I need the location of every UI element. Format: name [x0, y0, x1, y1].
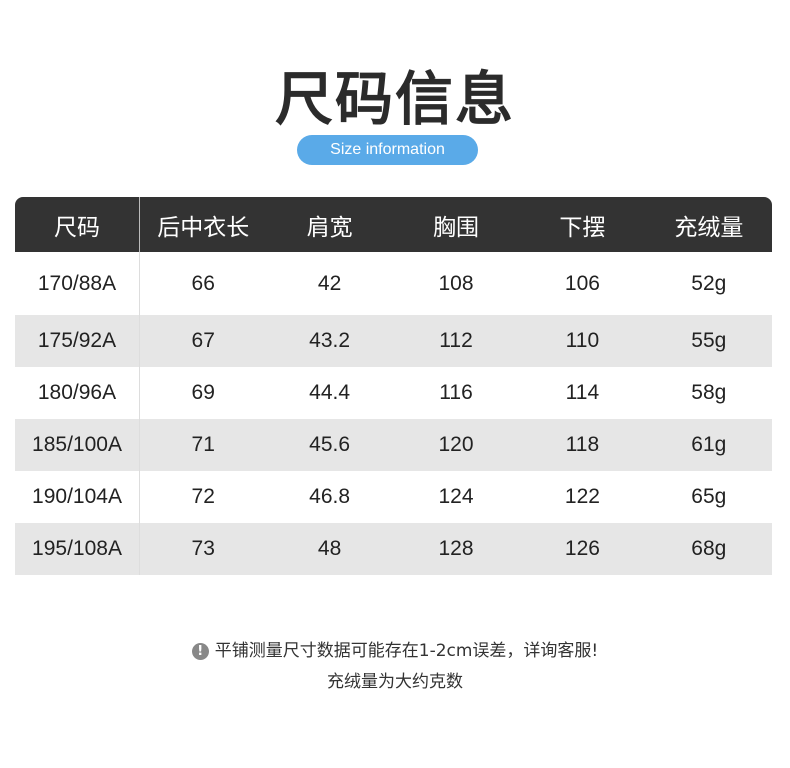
table-row: 190/104A 72 46.8 124 122 65g	[15, 471, 772, 523]
table-cell: 116	[439, 381, 473, 404]
table-cell: 42	[317, 271, 342, 295]
table-cell: 67	[191, 329, 215, 352]
table-cell: 55g	[691, 329, 727, 352]
table-cell: 122	[564, 485, 600, 508]
table-cell: 61g	[691, 433, 727, 456]
column-header: 下摆	[559, 214, 606, 241]
table-cell: 124	[438, 485, 474, 508]
table-cell: 66	[191, 271, 215, 295]
table-row: 180/96A 69 44.4 116 114 58g	[15, 367, 772, 419]
page-title: 尺码信息	[274, 65, 515, 133]
note-line-2: 充绒量为大约克数	[327, 672, 463, 692]
table-cell: 68g	[691, 537, 727, 560]
table-cell: 71	[191, 433, 215, 456]
table-cell: 58g	[691, 381, 727, 404]
table-cell: 72	[191, 485, 215, 508]
size-table: 尺码 后中衣长 肩宽 胸围 下摆 充绒量 170/88A 66 42 108 106 52g 175/…	[15, 197, 772, 575]
exclamation-circle-icon: !	[191, 643, 209, 660]
table-cell: 175/92A	[15, 315, 140, 367]
table-cell: 69	[191, 381, 215, 404]
table-cell: 43.2	[309, 329, 351, 352]
column-header: 充绒量	[674, 214, 744, 241]
table-cell: 45.6	[309, 433, 351, 456]
table-row: 195/108A 73 48 128 126 68g	[15, 523, 772, 575]
table-cell: 44.4	[309, 381, 351, 404]
table-cell: 65g	[691, 485, 727, 508]
table-cell: 190/104A	[15, 471, 140, 523]
table-cell: 48	[317, 537, 342, 560]
table-row: 170/88A 66 42 108 106 52g	[15, 252, 772, 315]
note-line-1: 平铺测量尺寸数据可能存在1-2cm误差，详询客服!	[214, 641, 599, 661]
table-cell: 108	[438, 271, 474, 295]
column-header: 尺码	[15, 197, 140, 252]
column-header: 肩宽	[306, 214, 353, 241]
table-cell: 114	[565, 381, 600, 404]
table-cell: 185/100A	[15, 419, 140, 471]
table-cell: 106	[564, 271, 600, 295]
table-cell: 126	[564, 537, 600, 560]
table-cell: 112	[439, 329, 473, 352]
table-cell: 195/108A	[15, 523, 140, 575]
column-header: 胸围	[433, 214, 480, 241]
table-cell: 52g	[691, 271, 727, 295]
table-header: 尺码 后中衣长 肩宽 胸围 下摆 充绒量	[15, 197, 772, 252]
table-cell: 128	[438, 537, 474, 560]
table-cell: 180/96A	[15, 367, 140, 419]
table-cell: 118	[565, 433, 600, 456]
table-cell: 120	[438, 433, 474, 456]
table-cell: 110	[565, 329, 600, 352]
table-row: 185/100A 71 45.6 120 118 61g	[15, 419, 772, 471]
table-cell: 46.8	[309, 485, 351, 508]
measurement-note: ! 平铺测量尺寸数据可能存在1-2cm误差，详询客服!	[0, 636, 790, 661]
column-header: 后中衣长	[157, 214, 250, 241]
table-cell: 170/88A	[15, 252, 140, 315]
subtitle-badge: Size information	[297, 135, 478, 165]
table-row: 175/92A 67 43.2 112 110 55g	[15, 315, 772, 367]
table-cell: 73	[191, 537, 215, 560]
